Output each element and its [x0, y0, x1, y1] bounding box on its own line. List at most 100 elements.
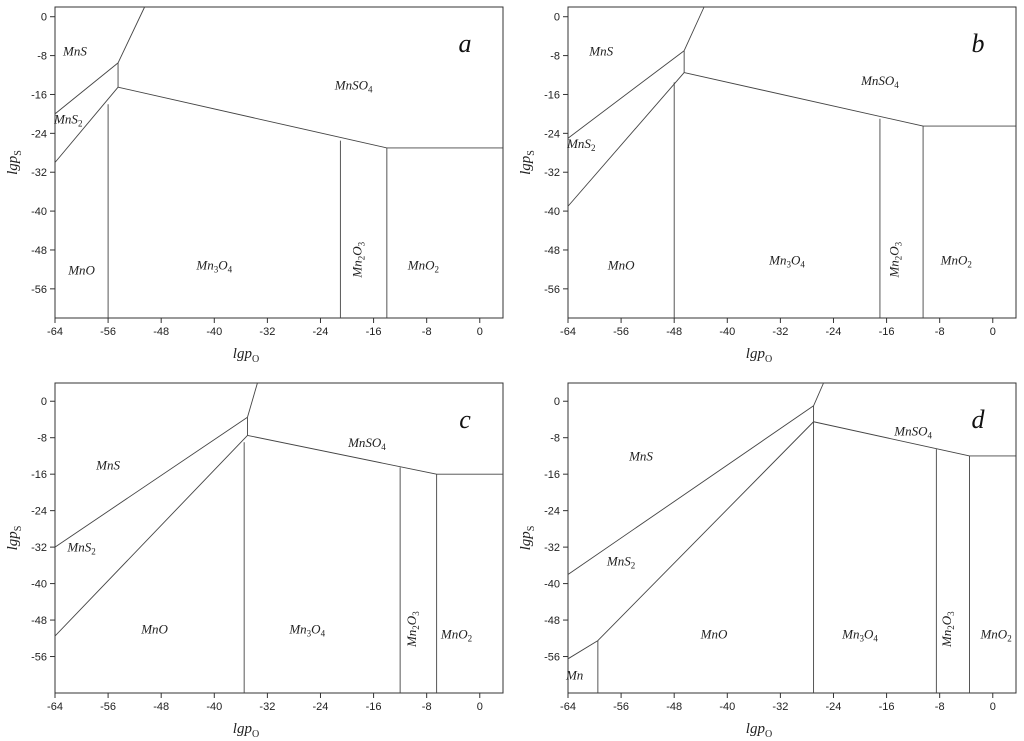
x-tick-label: -24	[826, 326, 842, 338]
y-axis-label: lgpS	[5, 150, 24, 175]
phase-boundary	[567, 50, 685, 139]
region-label: MnSO4	[334, 78, 373, 95]
x-tick-label: -40	[206, 701, 222, 713]
x-tick-label: -8	[935, 701, 945, 713]
x-tick-label: -8	[422, 701, 432, 713]
phase-boundary	[117, 86, 387, 149]
phase-boundary	[684, 72, 924, 127]
region-label: MnO	[607, 257, 635, 272]
x-axis-label: lgpO	[233, 346, 259, 365]
x-tick-label: -32	[259, 326, 275, 338]
region-label: MnSO4	[347, 435, 386, 452]
y-tick-label: -16	[544, 89, 560, 101]
y-tick-label: 0	[41, 396, 47, 408]
y-tick-label: -8	[550, 433, 560, 445]
y-tick-label: -40	[31, 579, 47, 591]
panel-b: -64 -56 -48 -40 -32 -24 -16 -8 0 0 -8 -16 -24 -32 -40 -…	[518, 6, 1017, 365]
x-axis-label: lgpO	[746, 721, 772, 740]
x-tick-label: -24	[313, 701, 329, 713]
y-tick-label: 0	[554, 12, 560, 24]
panel-d: -64 -56 -48 -40 -32 -24 -16 -8 0 0 -8 -16 -24 -32 -40 -…	[518, 382, 1017, 740]
phase-boundary	[117, 6, 146, 64]
y-tick-label: -56	[31, 284, 47, 296]
y-tick-label: -56	[31, 652, 47, 664]
region-label: MnS	[62, 44, 87, 59]
region-label: MnS2	[566, 136, 595, 153]
phase-boundary	[683, 6, 705, 51]
region-label: MnSO4	[893, 423, 932, 440]
x-tick-label: -16	[879, 701, 895, 713]
y-tick-label: -24	[31, 506, 47, 518]
region-label: MnO	[140, 622, 168, 637]
region-label: MnO	[67, 262, 95, 277]
panel-label: b	[972, 29, 985, 58]
x-tick-label: -40	[719, 701, 735, 713]
y-tick-label: -56	[544, 284, 560, 296]
x-tick-label: -48	[153, 326, 169, 338]
region-label: MnS2	[53, 112, 82, 129]
y-tick-label: -48	[31, 245, 47, 257]
x-tick-label: -40	[719, 326, 735, 338]
y-tick-label: -32	[31, 542, 47, 554]
region-label: MnO2	[407, 257, 439, 274]
region-label: Mn2O3	[404, 611, 421, 648]
phase-boundary	[567, 405, 814, 575]
y-tick-label: -48	[544, 245, 560, 257]
y-tick-label: -8	[550, 51, 560, 63]
x-tick-label: -64	[560, 326, 576, 338]
x-tick-label: 0	[477, 701, 483, 713]
x-tick-label: -8	[935, 326, 945, 338]
x-tick-label: -48	[153, 701, 169, 713]
y-tick-label: -8	[37, 433, 47, 445]
panel-label: c	[459, 405, 471, 434]
plot-frame	[567, 382, 1017, 694]
region-label: MnS	[628, 449, 653, 464]
y-tick-label: 0	[554, 396, 560, 408]
y-tick-label: -40	[544, 206, 560, 218]
y-axis-label: lgpS	[518, 526, 537, 551]
x-tick-label: -64	[47, 326, 63, 338]
y-tick-label: -40	[544, 579, 560, 591]
phase-boundary	[813, 382, 824, 406]
y-tick-label: -56	[544, 652, 560, 664]
region-label: MnO2	[979, 626, 1011, 643]
phase-boundary	[54, 435, 248, 637]
phase-boundary	[54, 62, 119, 115]
phase-boundary	[54, 416, 248, 548]
phase-boundary	[813, 421, 970, 457]
phase-boundary	[597, 421, 814, 641]
y-tick-label: -32	[31, 167, 47, 179]
phase-boundary	[247, 434, 437, 475]
region-label: MnO2	[940, 253, 972, 270]
y-tick-label: -16	[31, 469, 47, 481]
phase-boundary	[567, 72, 685, 207]
y-tick-label: -24	[544, 506, 560, 518]
region-label: Mn3O4	[768, 253, 805, 270]
x-axis-label: lgpO	[233, 721, 259, 740]
x-tick-label: -56	[613, 701, 629, 713]
panel-label: d	[972, 405, 986, 434]
x-tick-label: -24	[826, 701, 842, 713]
region-label: Mn2O3	[939, 611, 956, 648]
x-tick-label: -32	[772, 701, 788, 713]
x-tick-label: -56	[613, 326, 629, 338]
x-tick-label: -64	[47, 701, 63, 713]
x-tick-label: 0	[990, 326, 996, 338]
x-tick-label: -16	[366, 326, 382, 338]
y-tick-label: -48	[544, 615, 560, 627]
x-tick-label: -16	[366, 701, 382, 713]
region-label: Mn2O3	[350, 241, 367, 278]
y-tick-label: -24	[544, 128, 560, 140]
x-tick-label: -32	[259, 701, 275, 713]
plot-frame	[54, 382, 504, 694]
phase-boundary	[567, 640, 599, 660]
panel-c: -64 -56 -48 -40 -32 -24 -16 -8 0 0 -8 -16 -24 -32 -40 -…	[5, 382, 504, 740]
region-label: Mn3O4	[288, 622, 325, 639]
x-tick-label: -32	[772, 326, 788, 338]
y-tick-label: -24	[31, 128, 47, 140]
x-tick-label: -56	[100, 701, 116, 713]
region-label: Mn3O4	[841, 626, 878, 643]
region-label: MnS	[95, 458, 120, 473]
x-tick-label: 0	[477, 326, 483, 338]
